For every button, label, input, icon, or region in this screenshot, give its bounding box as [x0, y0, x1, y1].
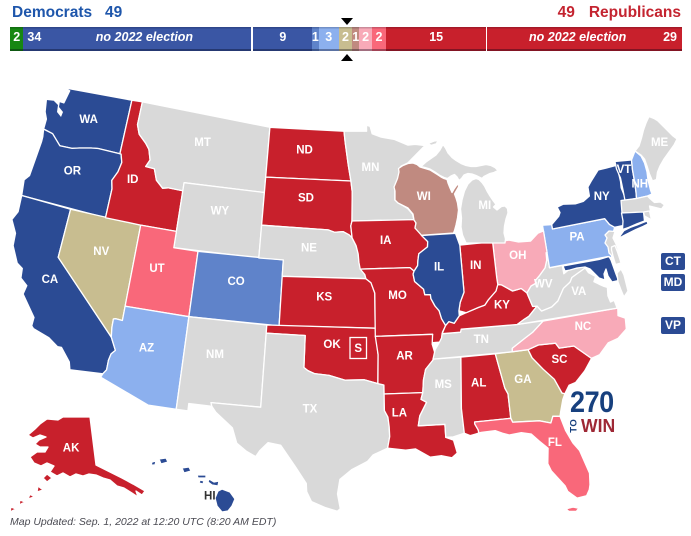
svg-text:MI: MI: [478, 200, 491, 212]
svg-text:VT: VT: [617, 164, 632, 176]
svg-text:AZ: AZ: [139, 343, 154, 355]
svg-text:ND: ND: [296, 144, 313, 156]
svg-text:CO: CO: [227, 276, 244, 288]
svg-text:TX: TX: [303, 404, 318, 416]
svg-text:AL: AL: [471, 378, 486, 390]
svg-text:ME: ME: [651, 137, 669, 149]
svg-text:MN: MN: [362, 162, 380, 174]
svg-text:AR: AR: [396, 351, 413, 363]
svg-text:S: S: [354, 343, 362, 355]
svg-text:NH: NH: [631, 179, 648, 191]
svg-text:OK: OK: [323, 339, 341, 351]
svg-text:NE: NE: [301, 243, 317, 255]
svg-text:SD: SD: [298, 192, 314, 204]
svg-text:NC: NC: [575, 321, 592, 333]
svg-text:WA: WA: [79, 114, 98, 126]
svg-text:MO: MO: [388, 290, 407, 302]
svg-text:WI: WI: [417, 191, 431, 203]
svg-text:PA: PA: [569, 232, 584, 244]
svg-text:KY: KY: [494, 300, 510, 312]
svg-text:KS: KS: [316, 292, 332, 304]
svg-text:AK: AK: [63, 443, 80, 455]
svg-text:MS: MS: [435, 379, 453, 391]
svg-text:GA: GA: [514, 374, 531, 386]
svg-text:TN: TN: [474, 334, 489, 346]
svg-text:CA: CA: [42, 274, 59, 286]
svg-text:NV: NV: [93, 246, 109, 258]
svg-text:MT: MT: [194, 137, 211, 149]
svg-text:NM: NM: [206, 349, 224, 361]
svg-text:LA: LA: [392, 408, 407, 420]
svg-text:FL: FL: [548, 437, 562, 449]
svg-text:OH: OH: [509, 250, 526, 262]
svg-text:UT: UT: [149, 263, 164, 275]
svg-text:ID: ID: [127, 174, 139, 186]
svg-text:IN: IN: [470, 260, 482, 272]
svg-text:HI: HI: [204, 491, 216, 503]
svg-text:IL: IL: [434, 261, 444, 273]
svg-text:VA: VA: [571, 286, 586, 298]
svg-text:OR: OR: [64, 166, 82, 178]
svg-text:WY: WY: [211, 206, 230, 218]
svg-text:WV: WV: [534, 279, 553, 291]
svg-text:NY: NY: [594, 191, 610, 203]
svg-text:IA: IA: [380, 235, 392, 247]
svg-text:SC: SC: [552, 354, 568, 366]
